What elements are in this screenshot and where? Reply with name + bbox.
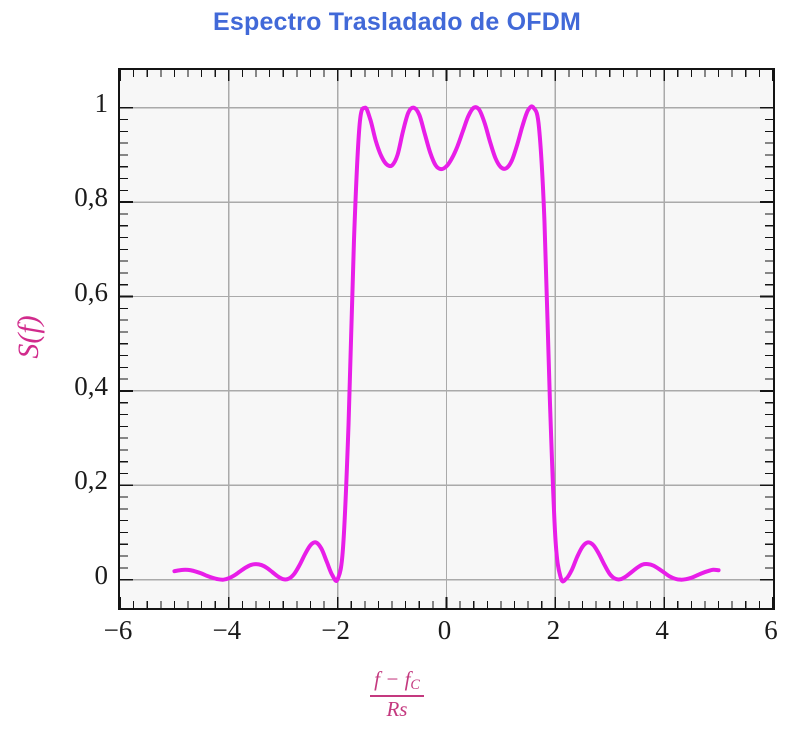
plot-svg [120, 70, 773, 608]
y-tick-label: 0,2 [74, 465, 108, 496]
fraction-denominator: Rs [386, 696, 408, 721]
chart-title: Espectro Trasladado de OFDM [213, 8, 581, 36]
y-tick-label: 0,4 [74, 370, 108, 401]
y-tick-label: 0,8 [74, 182, 108, 213]
y-tick-label: 0,6 [74, 276, 108, 307]
y-tick-label: 1 [94, 87, 109, 118]
y-axis-label-close: ) [12, 315, 45, 326]
y-axis-label-base: S( [12, 333, 45, 359]
fraction-numerator-subscript: C [410, 677, 420, 694]
y-axis-label: S(f) [12, 292, 46, 382]
fraction-numerator-text: f − f [374, 667, 411, 691]
y-tick-label: 0 [94, 559, 109, 590]
plot-area [118, 68, 775, 610]
fraction-numerator: f − fC [370, 668, 424, 695]
x-tick-label: 6 [764, 615, 778, 645]
gridlines [120, 70, 773, 608]
x-tick-label: 2 [546, 615, 561, 645]
x-axis-label: f − fC Rs [0, 668, 794, 720]
x-tick-label: 0 [437, 615, 452, 645]
fraction-bar [370, 694, 424, 697]
x-tick-label: 4 [655, 615, 669, 645]
x-axis-label-fraction: f − fC Rs [370, 668, 424, 720]
x-tick-label: −6 [103, 615, 133, 645]
minor-tick-marks [120, 70, 773, 608]
data-series-line [172, 104, 721, 584]
x-tick-label: −4 [212, 615, 242, 645]
x-tick-label: −2 [321, 615, 351, 645]
y-axis-label-arg: f [12, 325, 45, 334]
major-tick-marks [120, 70, 773, 608]
